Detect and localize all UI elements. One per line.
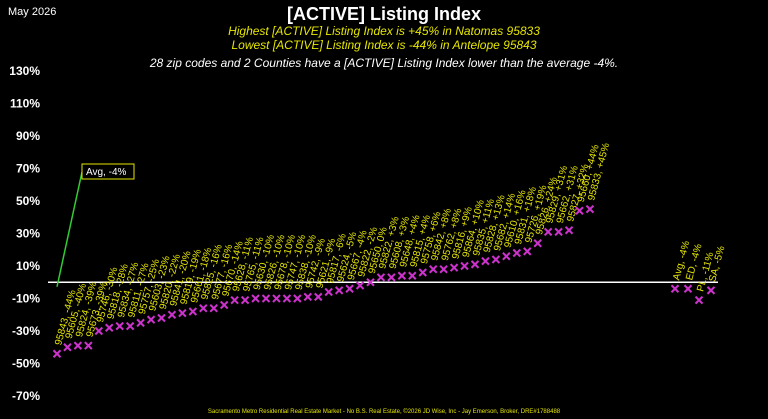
data-point-marker [564,226,574,235]
y-tick-label: 50% [16,194,40,208]
data-point-marker [199,304,208,313]
average-note: 28 zip codes and 2 Counties have a [ACTI… [149,56,619,70]
average-callout-label: Avg, -4% [86,167,126,178]
data-point-marker [188,307,198,316]
y-tick-label: 70% [16,162,40,176]
data-point-marker [397,271,407,280]
data-point-marker [512,248,522,258]
y-tick-label: 110% [10,97,40,111]
data-point-marker [585,204,595,214]
data-point-marker [272,294,281,303]
y-tick-label: 30% [16,227,40,241]
data-point-marker [481,256,490,266]
data-point-marker [293,294,302,303]
data-point-marker [554,227,563,237]
data-point-marker [502,252,511,261]
data-point-marker [209,304,218,313]
data-point-marker [428,265,438,274]
summary-point-marker [670,284,680,293]
data-point-marker [491,255,501,264]
data-point-marker [387,273,396,282]
data-point-marker [418,268,427,277]
data-point-marker [334,286,344,295]
data-point-marker [73,341,83,350]
data-point-marker [575,206,584,215]
data-point-marker [167,310,177,319]
data-point-marker [84,341,93,350]
lowest-subtitle: Lowest [ACTIVE] Listing Index is -44% in… [231,38,537,52]
summary-point-marker [683,284,693,293]
report-date: May 2026 [8,6,57,18]
y-tick-label: -50% [12,357,40,371]
data-point-marker [94,326,104,336]
data-point-marker [219,300,229,310]
y-tick-label: -10% [12,292,40,306]
y-tick-label: 10% [16,259,40,273]
data-point-marker [345,284,354,293]
data-point-marker [355,281,365,290]
data-point-marker [63,343,72,352]
data-point-marker [303,292,313,302]
data-point-marker [376,273,386,282]
data-point-marker [178,308,187,318]
summary-point-marker [694,295,704,305]
data-point-marker [157,313,166,323]
y-tick-label: -30% [12,324,40,338]
data-point-marker [52,349,62,358]
data-point-marker [460,261,469,271]
highest-subtitle: Highest [ACTIVE] Listing Index is +45% i… [228,24,540,38]
data-point-marker [543,227,553,237]
data-point-marker [439,265,448,274]
footer-credit: Sacramento Metro Residential Real Estate… [207,409,561,415]
data-point-marker [314,292,323,302]
data-point-marker [115,321,124,331]
data-point-marker [366,278,375,287]
data-point-marker [230,295,239,305]
data-point-marker [282,294,292,303]
data-point-marker [240,295,250,305]
data-point-marker [261,294,271,303]
data-point-marker [533,239,542,248]
data-point-marker [449,263,459,272]
y-tick-label: 130% [9,64,40,78]
summary-point-marker [706,286,716,295]
data-point-marker [125,321,135,331]
data-point-marker [136,318,145,328]
data-point-marker [523,247,532,256]
data-point-marker [324,287,333,297]
data-point-marker [251,294,260,303]
average-leader-line [56,171,83,287]
y-tick-label: 90% [16,129,40,143]
average-callout-box [81,163,135,180]
data-point-marker [105,323,114,332]
y-tick-label: -70% [12,389,40,403]
data-point-marker [470,260,480,269]
data-point-marker [146,315,156,324]
chart-title: [ACTIVE] Listing Index [286,4,481,24]
data-point-marker [408,271,417,280]
